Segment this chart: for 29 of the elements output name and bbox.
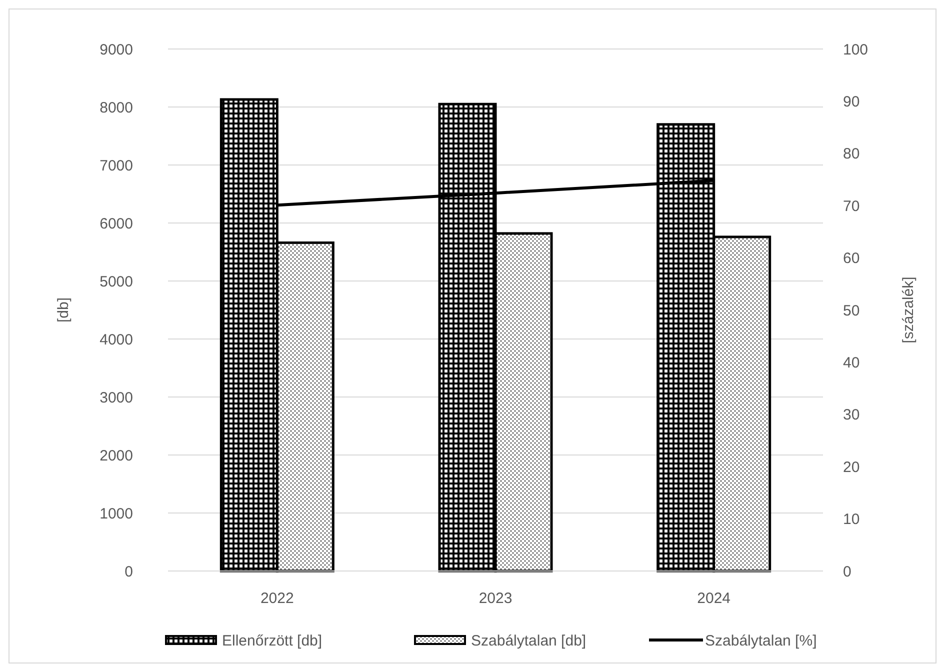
y2-tick-label: 80 xyxy=(843,146,860,163)
y2-tick-label: 20 xyxy=(843,458,860,476)
legend-label: Szabálytalan [db] xyxy=(471,632,586,650)
y-tick-label: 2000 xyxy=(100,447,133,464)
y-tick-label: 1000 xyxy=(100,505,133,522)
y2-tick-label: 10 xyxy=(843,511,860,528)
y2-tick-label: 100 xyxy=(843,41,868,58)
x-tick-label: 2024 xyxy=(697,590,731,607)
legend-label: Szabálytalan [%] xyxy=(705,632,817,650)
y2-axis-title: [százalék] xyxy=(900,276,917,344)
y2-tick-label: 50 xyxy=(843,302,860,320)
x-tick-label: 2023 xyxy=(478,590,512,607)
legend-label: Ellenőrzött [db] xyxy=(222,632,322,650)
y-tick-label: 9000 xyxy=(100,41,133,58)
y2-tick-label: 30 xyxy=(843,406,860,424)
y-tick-label: 0 xyxy=(124,563,133,580)
y-tick-label: 5000 xyxy=(100,273,133,290)
y-tick-label: 4000 xyxy=(100,331,133,348)
x-tick-label: 2022 xyxy=(260,590,294,607)
y-tick-label: 3000 xyxy=(100,389,133,406)
y2-tick-label: 60 xyxy=(843,250,860,268)
y-axis-title: [db] xyxy=(55,297,72,323)
y-tick-label: 8000 xyxy=(100,99,133,116)
y2-tick-label: 40 xyxy=(843,354,860,372)
y2-tick-label: 0 xyxy=(843,563,852,580)
y-tick-label: 6000 xyxy=(100,215,133,232)
y-tick-label: 7000 xyxy=(100,157,133,174)
y2-tick-label: 70 xyxy=(843,198,860,215)
y2-tick-label: 90 xyxy=(843,93,860,110)
